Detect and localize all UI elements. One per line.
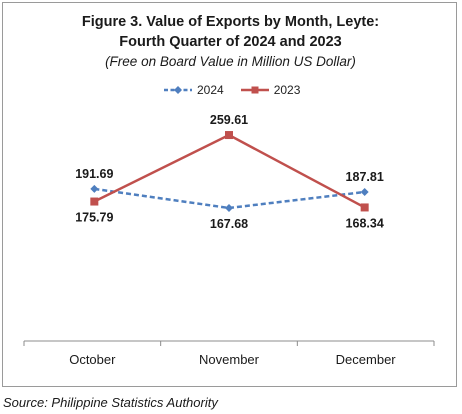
data-point-2024 [225, 203, 233, 212]
legend-swatch-2024 [164, 86, 192, 94]
data-label-2023: 259.61 [210, 113, 248, 127]
source-note: Source: Philippine Statistics Authority [3, 395, 218, 410]
data-label-2024: 167.68 [210, 217, 248, 231]
data-label-2024: 187.81 [346, 170, 384, 184]
data-label-2023: 168.34 [346, 216, 384, 230]
plot-area: October November December 191.69 167.68 187.… [23, 113, 435, 367]
data-point-2023 [90, 197, 99, 206]
x-tick-label: December [336, 352, 397, 367]
data-point-2024 [360, 188, 369, 197]
chart-frame: Figure 3. Value of Exports by Month, Ley… [2, 2, 457, 387]
x-tick-label: October [69, 352, 116, 367]
chart-title: Figure 3. Value of Exports by Month, Ley… [81, 14, 380, 30]
data-label-2024: 191.69 [75, 167, 113, 181]
chart-subtitle: (Free on Board Value in Million US Dolla… [105, 54, 356, 69]
data-point-2023 [225, 131, 233, 140]
legend-item-2023: 2023 [240, 83, 301, 97]
legend-label-2024: 2024 [197, 83, 224, 97]
legend-item-2024: 2024 [163, 83, 224, 97]
data-point-2023 [360, 203, 369, 212]
legend-swatch-2023 [240, 86, 269, 94]
chart-title-line2: Fourth Quarter of 2024 and 2023 [119, 34, 342, 50]
x-tick-label: November [199, 352, 260, 367]
data-label-2023: 175.79 [75, 211, 113, 225]
series-line-2023 [93, 133, 366, 209]
data-point-2024 [90, 184, 99, 193]
legend-label-2023: 2023 [273, 83, 301, 97]
legend: 2024 2023 [163, 82, 316, 98]
